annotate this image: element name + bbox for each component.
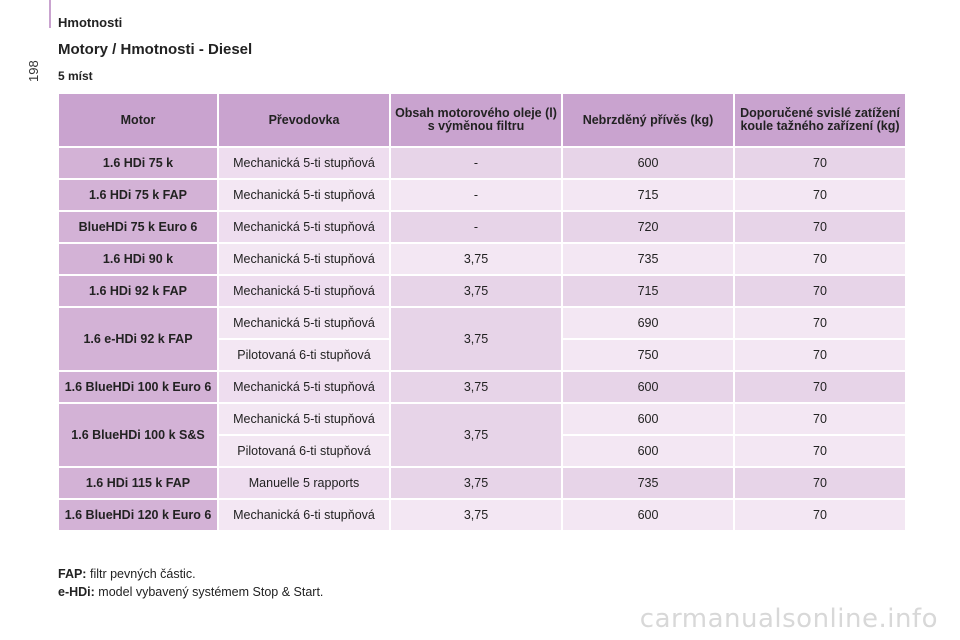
motor-cell: 1.6 HDi 115 k FAP <box>59 468 217 498</box>
trailer-cell: 735 <box>563 244 733 274</box>
gearbox-cell: Manuelle 5 rapports <box>219 468 389 498</box>
load-cell: 70 <box>735 148 905 178</box>
gearbox-cell: Mechanická 5-ti stupňová <box>219 308 389 338</box>
motor-cell: 1.6 e-HDi 92 k FAP <box>59 308 217 370</box>
section-marker <box>49 0 51 28</box>
load-cell: 70 <box>735 372 905 402</box>
motor-cell: 1.6 HDi 75 k FAP <box>59 180 217 210</box>
gearbox-cell: Mechanická 5-ti stupňová <box>219 180 389 210</box>
oil-cell: 3,75 <box>391 244 561 274</box>
load-cell: 70 <box>735 308 905 338</box>
seats-subtitle: 5 míst <box>58 69 93 83</box>
watermark: carmanualsonline.info <box>639 604 938 634</box>
load-cell: 70 <box>735 404 905 434</box>
oil-cell: - <box>391 212 561 242</box>
header-oil: Obsah motorového oleje (l) s výměnou fil… <box>391 94 561 146</box>
gearbox-cell: Mechanická 5-ti stupňová <box>219 276 389 306</box>
oil-cell: 3,75 <box>391 500 561 530</box>
motor-cell: 1.6 HDi 75 k <box>59 148 217 178</box>
load-cell: 70 <box>735 180 905 210</box>
footnote-term: FAP: <box>58 567 87 581</box>
table-row: 1.6 e-HDi 92 k FAP Mechanická 5-ti stupň… <box>59 308 905 370</box>
gearbox-cell: Pilotovaná 6-ti stupňová <box>219 340 389 370</box>
oil-cell: 3,75 <box>391 308 561 370</box>
trailer-cell: 735 <box>563 468 733 498</box>
motor-cell: BlueHDi 75 k Euro 6 <box>59 212 217 242</box>
trailer-cell: 720 <box>563 212 733 242</box>
oil-cell: 3,75 <box>391 276 561 306</box>
trailer-cell: 715 <box>563 180 733 210</box>
load-cell: 70 <box>735 244 905 274</box>
footnote-text: filtr pevných částic. <box>89 567 196 581</box>
gearbox-cell: Mechanická 5-ti stupňová <box>219 404 389 434</box>
load-cell: 70 <box>735 340 905 370</box>
table-row: 1.6 HDi 75 k Mechanická 5-ti stupňová - … <box>59 148 905 178</box>
motor-cell: 1.6 BlueHDi 100 k Euro 6 <box>59 372 217 402</box>
load-cell: 70 <box>735 276 905 306</box>
gearbox-cell: Pilotovaná 6-ti stupňová <box>219 436 389 466</box>
table-row: 1.6 HDi 115 k FAP Manuelle 5 rapports 3,… <box>59 468 905 498</box>
table-row: Pilotovaná 6-ti stupňová 750 70 <box>59 340 905 370</box>
header-trailer: Nebrzděný přívěs (kg) <box>563 94 733 146</box>
footnote-text: model vybavený systémem Stop & Start. <box>98 585 324 599</box>
footnote-ehdi: e-HDi: model vybavený systémem Stop & St… <box>58 585 323 599</box>
oil-cell: - <box>391 148 561 178</box>
load-cell: 70 <box>735 468 905 498</box>
trailer-cell: 600 <box>563 436 733 466</box>
table-row: 1.6 HDi 90 k Mechanická 5-ti stupňová 3,… <box>59 244 905 274</box>
gearbox-cell: Mechanická 5-ti stupňová <box>219 372 389 402</box>
motor-cell: 1.6 BlueHDi 120 k Euro 6 <box>59 500 217 530</box>
trailer-cell: 600 <box>563 500 733 530</box>
table-row: 1.6 HDi 92 k FAP Mechanická 5-ti stupňov… <box>59 276 905 306</box>
trailer-cell: 600 <box>563 372 733 402</box>
table-header-row: Motor Převodovka Obsah motorového oleje … <box>59 94 905 146</box>
gearbox-cell: Mechanická 6-ti stupňová <box>219 500 389 530</box>
table-row: 1.6 BlueHDi 100 k S&S Mechanická 5-ti st… <box>59 404 905 466</box>
motor-cell: 1.6 HDi 92 k FAP <box>59 276 217 306</box>
oil-cell: 3,75 <box>391 404 561 466</box>
trailer-cell: 715 <box>563 276 733 306</box>
oil-cell: - <box>391 180 561 210</box>
table-row: 1.6 BlueHDi 100 k Euro 6 Mechanická 5-ti… <box>59 372 905 402</box>
table-row: 1.6 HDi 75 k FAP Mechanická 5-ti stupňov… <box>59 180 905 210</box>
gearbox-cell: Mechanická 5-ti stupňová <box>219 244 389 274</box>
trailer-cell: 750 <box>563 340 733 370</box>
gearbox-cell: Mechanická 5-ti stupňová <box>219 212 389 242</box>
table-row: 1.6 BlueHDi 120 k Euro 6 Mechanická 6-ti… <box>59 500 905 530</box>
header-load: Doporučené svislé zatížení koule tažného… <box>735 94 905 146</box>
oil-cell: 3,75 <box>391 468 561 498</box>
header-motor: Motor <box>59 94 217 146</box>
motor-cell: 1.6 BlueHDi 100 k S&S <box>59 404 217 466</box>
weights-table: Motor Převodovka Obsah motorového oleje … <box>57 92 907 532</box>
trailer-cell: 600 <box>563 148 733 178</box>
page-title: Motory / Hmotnosti - Diesel <box>58 41 253 58</box>
trailer-cell: 690 <box>563 308 733 338</box>
load-cell: 70 <box>735 500 905 530</box>
section-label: Hmotnosti <box>58 15 123 30</box>
trailer-cell: 600 <box>563 404 733 434</box>
page-number: 198 <box>26 60 41 82</box>
footnote-term: e-HDi: <box>58 585 95 599</box>
gearbox-cell: Mechanická 5-ti stupňová <box>219 148 389 178</box>
oil-cell: 3,75 <box>391 372 561 402</box>
motor-cell: 1.6 HDi 90 k <box>59 244 217 274</box>
table-row: Pilotovaná 6-ti stupňová 600 70 <box>59 436 905 466</box>
load-cell: 70 <box>735 436 905 466</box>
footnote-fap: FAP: filtr pevných částic. <box>58 567 196 581</box>
header-gearbox: Převodovka <box>219 94 389 146</box>
table-row: BlueHDi 75 k Euro 6 Mechanická 5-ti stup… <box>59 212 905 242</box>
load-cell: 70 <box>735 212 905 242</box>
